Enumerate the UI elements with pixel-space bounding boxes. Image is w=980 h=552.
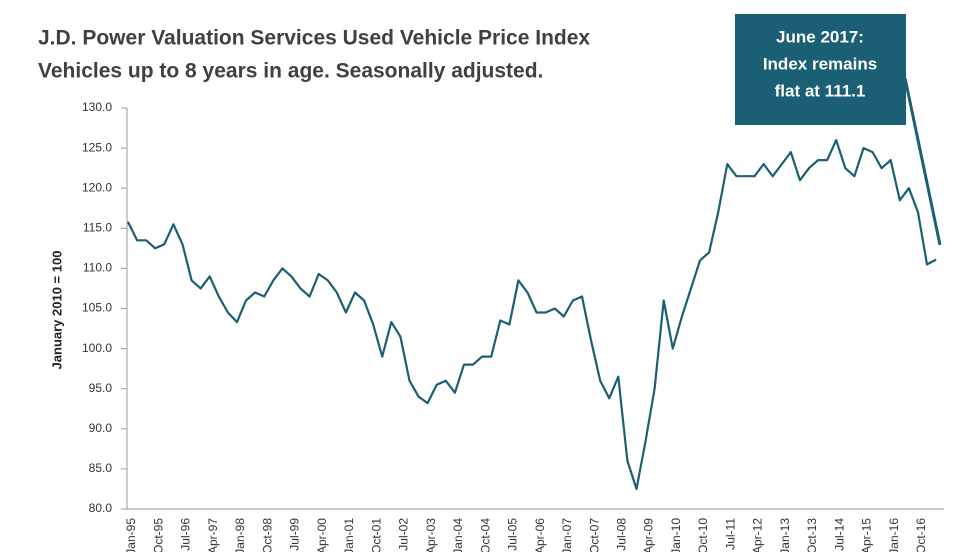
x-tick-label: Apr-12 (751, 518, 765, 552)
y-tick-label: 120.0 (82, 180, 112, 194)
x-tick-label: Oct-98 (260, 518, 274, 552)
y-tick-label: 105.0 (82, 301, 112, 315)
x-tick-label: Jan-16 (887, 518, 901, 552)
y-tick-label: 100.0 (82, 341, 112, 355)
x-tick-label: Jul-05 (506, 518, 520, 551)
y-tick-label: 90.0 (89, 421, 113, 435)
x-tick-label: Oct-16 (914, 518, 928, 552)
x-tick-label: Jul-08 (614, 518, 628, 551)
x-tick-label: Oct-10 (696, 518, 710, 552)
y-tick-label: 125.0 (82, 140, 112, 154)
x-tick-label: Oct-04 (478, 518, 492, 552)
x-tick-label: Jan-10 (669, 518, 683, 552)
x-tick-label: Jul-11 (723, 518, 737, 550)
x-tick-label: Jul-14 (832, 518, 846, 551)
y-tick-label: 95.0 (89, 381, 113, 395)
y-tick-label: 85.0 (89, 461, 113, 475)
x-tick-label: Jul-02 (397, 518, 411, 551)
x-tick-label: Oct-95 (151, 518, 165, 552)
chart-subtitle: Vehicles up to 8 years in age. Seasonall… (38, 60, 543, 83)
x-tick-label: Apr-97 (206, 518, 220, 552)
x-tick-label: Jan-04 (451, 518, 465, 552)
annotation-text: Index remains (763, 54, 877, 73)
x-tick-label: Jan-01 (342, 518, 356, 552)
x-tick-label: Jan-95 (124, 518, 138, 552)
y-tick-label: 115.0 (83, 220, 112, 234)
chart-title: J.D. Power Valuation Services Used Vehic… (38, 27, 590, 50)
x-tick-label: Jan-98 (233, 518, 247, 552)
x-tick-label: Jan-07 (560, 518, 574, 552)
annotation-box (735, 14, 906, 125)
x-tick-label: Oct-13 (805, 518, 819, 552)
y-axis-label: January 2010 = 100 (49, 251, 64, 370)
x-tick-label: Apr-03 (424, 518, 438, 552)
x-tick-label: Jan-13 (778, 518, 792, 552)
x-tick-label: Apr-06 (533, 518, 547, 552)
x-tick-label: Apr-09 (642, 518, 656, 552)
annotation-arrow (903, 77, 942, 246)
annotation-text: flat at 111.1 (775, 81, 866, 100)
x-tick-label: Oct-07 (587, 518, 601, 552)
price-index-line (127, 139, 937, 490)
x-tick-label: Jul-96 (179, 518, 193, 551)
x-tick-label: Apr-00 (315, 518, 329, 552)
y-tick-label: 110.0 (83, 261, 112, 275)
annotation-text: June 2017: (776, 27, 864, 46)
x-tick-label: Jul-99 (288, 518, 302, 551)
x-tick-label: Oct-01 (369, 518, 383, 552)
x-tick-label: Apr-15 (860, 518, 874, 552)
y-tick-label: 130.0 (82, 100, 112, 114)
y-tick-label: 80.0 (89, 501, 113, 515)
